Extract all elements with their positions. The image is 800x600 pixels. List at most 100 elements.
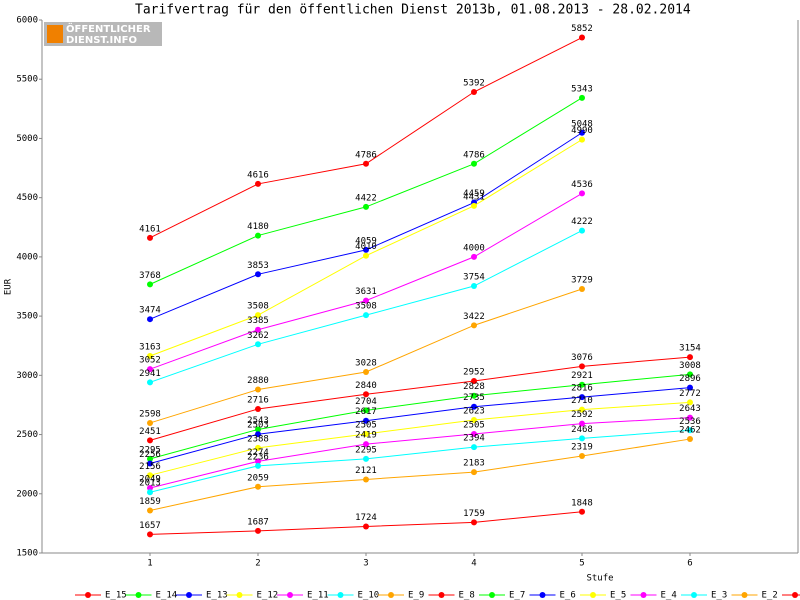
- data-point: [363, 160, 369, 167]
- legend-label: E_15: [105, 591, 127, 600]
- data-label: 2256: [139, 450, 161, 460]
- legend-marker: [337, 592, 344, 598]
- legend-marker: [691, 592, 697, 598]
- x-tick-label: 3: [363, 559, 368, 569]
- data-point: [255, 431, 261, 438]
- data-label: 2059: [247, 473, 269, 483]
- y-tick-label: 1500: [16, 549, 38, 559]
- data-label: 2419: [355, 431, 377, 441]
- data-label: 1687: [247, 517, 269, 527]
- data-label: 2543: [247, 416, 269, 426]
- data-point: [147, 531, 153, 538]
- legend-label: E_8: [459, 591, 475, 600]
- data-label: 3076: [571, 353, 593, 363]
- data-point: [363, 312, 369, 319]
- data-point: [579, 406, 585, 413]
- data-label: 3008: [679, 361, 701, 371]
- data-label: 5343: [571, 84, 593, 94]
- data-point: [579, 285, 585, 292]
- data-point: [255, 462, 261, 469]
- data-label: 2394: [463, 434, 485, 444]
- data-label: 2236: [247, 452, 269, 462]
- data-label: 2643: [679, 404, 701, 414]
- data-point: [579, 34, 585, 41]
- data-point: [363, 523, 369, 530]
- legend-marker: [489, 592, 495, 598]
- data-label: 2816: [571, 384, 593, 394]
- data-point: [147, 366, 153, 373]
- data-label: 2921: [571, 371, 593, 381]
- data-label: 2623: [463, 406, 485, 416]
- legend-label: E_2: [762, 591, 778, 600]
- data-point: [363, 476, 369, 483]
- data-label: 2952: [463, 368, 485, 378]
- data-label: 2121: [355, 466, 377, 476]
- data-label: 2462: [679, 426, 701, 436]
- y-tick-label: 3500: [16, 312, 38, 322]
- data-label: 2451: [139, 427, 161, 437]
- data-label: 1724: [355, 513, 377, 523]
- data-point: [363, 297, 369, 304]
- legend-marker: [640, 592, 647, 598]
- data-label: 2772: [679, 389, 701, 399]
- legend-label: E_9: [408, 591, 424, 600]
- data-point: [255, 180, 261, 187]
- data-label: 2319: [571, 442, 593, 452]
- data-point: [255, 458, 261, 465]
- data-label: 3508: [247, 302, 269, 312]
- legend-marker: [186, 592, 192, 598]
- data-label: 4990: [571, 126, 593, 136]
- y-tick-label: 4000: [16, 252, 38, 262]
- data-label: 2013: [139, 479, 161, 489]
- legend-label: E_5: [610, 591, 626, 600]
- legend-marker: [287, 592, 293, 598]
- data-point: [471, 392, 477, 399]
- data-point: [471, 403, 477, 410]
- data-label: 3474: [139, 306, 161, 316]
- legend-marker: [388, 592, 394, 598]
- data-label: 2840: [355, 381, 377, 391]
- data-point: [579, 190, 585, 197]
- data-label: 2536: [679, 417, 701, 427]
- data-label: 2617: [355, 407, 377, 417]
- data-point: [579, 227, 585, 234]
- legend-marker: [539, 592, 546, 598]
- data-label: 1759: [463, 509, 485, 519]
- legend-marker: [135, 592, 142, 598]
- data-label: 4786: [355, 150, 377, 160]
- data-point: [471, 283, 477, 290]
- data-label: 4180: [247, 222, 269, 232]
- legend-marker: [792, 592, 798, 598]
- data-label: 2505: [463, 420, 485, 430]
- data-point: [255, 326, 261, 333]
- data-label: 1848: [571, 498, 593, 508]
- data-point: [255, 341, 261, 348]
- data-label: 2156: [139, 462, 161, 472]
- data-label: 4161: [139, 224, 161, 234]
- data-label: 2388: [247, 434, 269, 444]
- data-label: 2880: [247, 376, 269, 386]
- data-label: 2828: [463, 382, 485, 392]
- data-label: 3163: [139, 343, 161, 353]
- y-tick-label: 2000: [16, 489, 38, 499]
- data-label: 2710: [571, 396, 593, 406]
- data-label: 2896: [679, 374, 701, 384]
- series-line: [149, 429, 691, 493]
- legend-label: E_12: [257, 591, 279, 600]
- data-point: [579, 435, 585, 442]
- legend-label: E_4: [661, 591, 677, 600]
- x-tick-label: 5: [579, 559, 584, 569]
- data-point: [471, 89, 477, 96]
- data-point: [363, 441, 369, 448]
- data-point: [579, 508, 585, 515]
- data-label: 4786: [463, 150, 485, 160]
- data-label: 2704: [355, 397, 377, 407]
- data-label: 2468: [571, 425, 593, 435]
- data-label: 4000: [463, 243, 485, 253]
- data-point: [471, 378, 477, 385]
- data-point: [579, 94, 585, 101]
- legend-marker: [438, 592, 445, 598]
- data-label: 5048: [571, 119, 593, 129]
